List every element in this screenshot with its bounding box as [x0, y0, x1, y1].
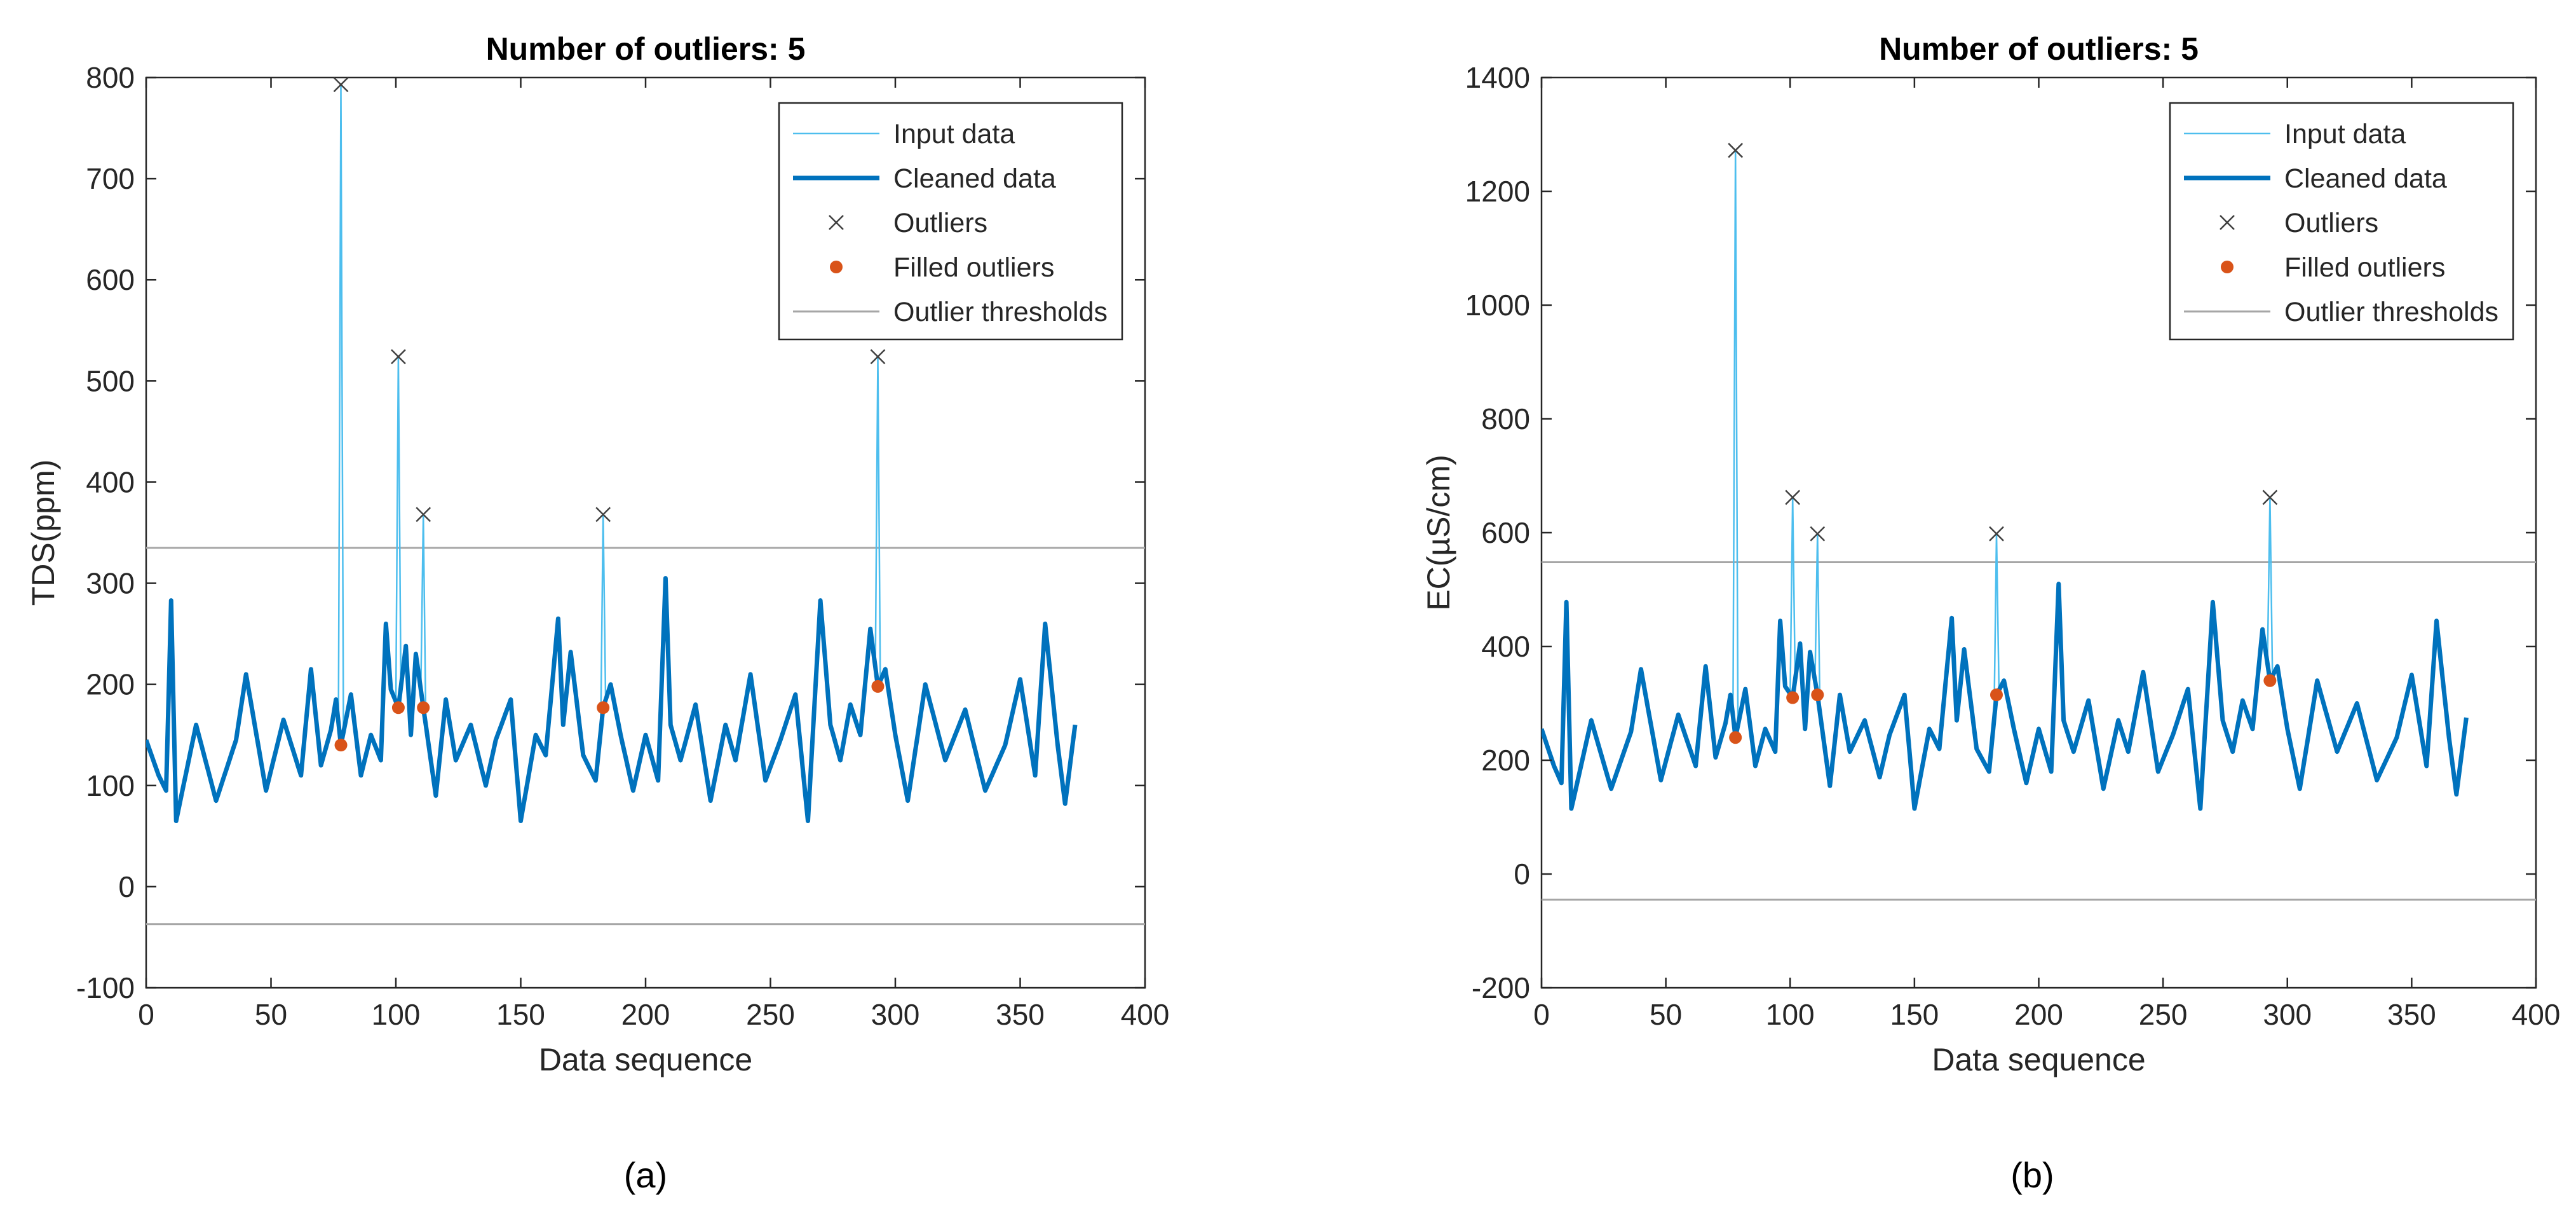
y-tick-label: -200 [1472, 971, 1530, 1004]
plot-area [1542, 150, 2536, 901]
legend-entry-label: Outlier thresholds [2284, 297, 2498, 327]
plot-area [146, 85, 1145, 926]
legend-entry-label: Filled outliers [893, 252, 1054, 283]
y-tick-label: 800 [1481, 402, 1530, 435]
x-tick-label: 350 [2387, 998, 2436, 1031]
legend-swatch-filled [830, 261, 843, 273]
legend-entry-label: Cleaned data [2284, 163, 2447, 194]
x-tick-label: 250 [746, 998, 795, 1031]
x-tick-label: 300 [2263, 998, 2312, 1031]
x-tick-label: 150 [1890, 998, 1939, 1031]
x-tick-label: 200 [621, 998, 670, 1031]
legend-entry-label: Input data [893, 119, 1015, 149]
chart-title: Number of outliers: 5 [1879, 31, 2199, 67]
legend-entry-label: Cleaned data [893, 163, 1056, 194]
x-tick-label: 50 [1650, 998, 1682, 1031]
x-tick-label: 400 [2512, 998, 2561, 1031]
legend-entry-label: Outlier thresholds [893, 297, 1108, 327]
legend-entry-label: Input data [2284, 119, 2406, 149]
x-tick-label: 50 [255, 998, 287, 1031]
outlier-marker [333, 77, 349, 93]
y-tick-label: 200 [86, 668, 135, 701]
outlier-marker [2262, 489, 2278, 505]
x-tick-label: 200 [2014, 998, 2063, 1031]
legend-box [778, 102, 1123, 341]
y-axis-label: TDS(ppm) [25, 460, 61, 606]
chart-panel-a: 0 50 100 150 200 250 300 350 400-100010020030040… [25, 31, 1169, 1195]
filled-outlier-marker [417, 701, 430, 714]
filled-outlier-marker [391, 701, 405, 714]
legend-box [2169, 102, 2514, 341]
legend-entry-label: Outliers [2284, 208, 2378, 238]
filled-outlier-marker [871, 680, 885, 693]
y-tick-label: -100 [76, 971, 135, 1004]
filled-outlier-marker [597, 701, 610, 714]
legend: Input data Cleaned data Outliers Filled out… [778, 102, 1123, 341]
y-tick-label: 400 [1481, 630, 1530, 663]
y-tick-label: 0 [1514, 857, 1530, 891]
outlier-marker [1728, 142, 1744, 158]
y-tick-label: 1200 [1465, 175, 1530, 208]
chart-title: Number of outliers: 5 [486, 31, 806, 67]
x-tick-label: 250 [2139, 998, 2188, 1031]
y-axis-label: EC(µS/cm) [1421, 454, 1456, 610]
y-tick-label: 600 [1481, 516, 1530, 549]
legend-swatch-outliers [2220, 215, 2235, 230]
outlier-marker [1810, 526, 1826, 542]
filled-outlier-marker [2263, 674, 2277, 687]
series-cleaned-data [146, 576, 1078, 823]
y-tick-label: 500 [86, 364, 135, 397]
filled-outlier-marker [334, 739, 348, 752]
legend-entry-label: Filled outliers [2284, 252, 2445, 283]
outlier-marker [391, 349, 406, 365]
legend-swatch-filled [2221, 261, 2234, 273]
y-tick-label: 800 [86, 61, 135, 94]
x-tick-label: 100 [372, 998, 421, 1031]
x-tick-label: 0 [1533, 998, 1550, 1031]
x-tick-label: 150 [496, 998, 545, 1031]
x-axis-label: Data sequence [539, 1042, 752, 1077]
legend-swatch-outliers [829, 215, 844, 230]
outlier-marker [1989, 526, 2004, 542]
chart-panel-b: 0 50 100 150 200 250 300 350 400-200020040060080… [1421, 31, 2560, 1195]
filled-outlier-marker [1729, 731, 1742, 744]
y-tick-label: 700 [86, 162, 135, 195]
x-tick-label: 350 [996, 998, 1045, 1031]
x-tick-label: 0 [138, 998, 154, 1031]
y-tick-label: 300 [86, 567, 135, 600]
y-tick-label: 400 [86, 465, 135, 498]
y-tick-label: 200 [1481, 744, 1530, 777]
x-tick-label: 300 [871, 998, 920, 1031]
panel-label: (b) [2010, 1155, 2054, 1195]
y-tick-label: 0 [118, 870, 135, 903]
legend: Input data Cleaned data Outliers Filled out… [2169, 102, 2514, 341]
series-cleaned-data [1542, 582, 2469, 811]
outlier-marker [416, 507, 431, 523]
x-tick-label: 400 [1121, 998, 1170, 1031]
panel-label: (a) [624, 1155, 667, 1195]
filled-outlier-marker [1811, 688, 1824, 702]
x-tick-label: 100 [1766, 998, 1815, 1031]
filled-outlier-marker [1786, 691, 1800, 704]
outlier-marker [1785, 489, 1801, 505]
outlier-marker [595, 507, 611, 523]
filled-outlier-marker [1990, 688, 2003, 702]
y-tick-label: 1000 [1465, 289, 1530, 322]
y-tick-label: 100 [86, 769, 135, 802]
outlier-marker [870, 349, 886, 365]
y-tick-label: 600 [86, 263, 135, 296]
y-tick-label: 1400 [1465, 61, 1530, 94]
legend-entry-label: Outliers [893, 208, 987, 238]
x-axis-label: Data sequence [1932, 1042, 2145, 1077]
